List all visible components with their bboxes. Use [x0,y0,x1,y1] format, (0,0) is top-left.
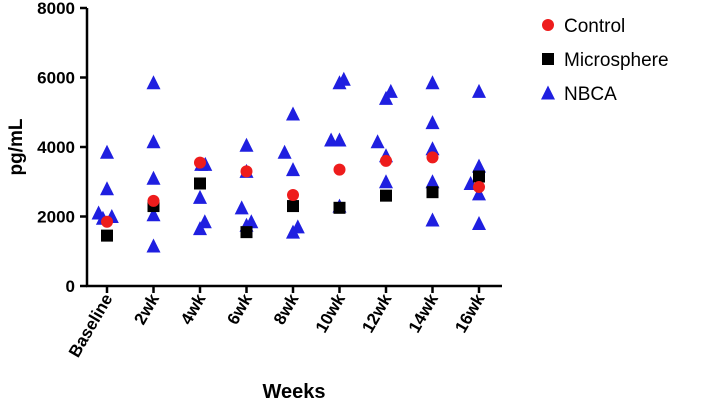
nbca-point [286,224,300,239]
control-point [287,188,299,201]
nbca-point [472,83,486,98]
nbca-point [370,134,385,149]
nbca-point [472,158,486,173]
legend-label-microsphere: Microsphere [564,50,669,71]
control-point [147,194,160,207]
control-point [240,165,253,178]
legend-label-control: Control [564,16,625,37]
x-tick-label: 10wk [312,290,350,336]
nbca-point [193,221,207,236]
x-tick-label: 2wk [130,290,163,328]
nbca-point [146,170,161,185]
y-tick-label: 8000 [37,0,75,18]
x-tick-label: 8wk [270,290,303,328]
x-tick-label: 4wk [177,290,210,328]
nbca-point [146,207,161,222]
nbca-point [379,174,393,189]
y-tick-label: 0 [66,277,75,296]
nbca-point [146,134,161,149]
microsphere-point [380,189,392,202]
legend: Control Microsphere NBCA [541,16,669,105]
nbca-point [100,144,114,159]
y-tick-label: 6000 [37,69,75,88]
nbca-point [336,71,351,86]
microsphere-point [333,201,346,214]
legend-marker-nbca [541,85,555,100]
nbca-point [425,141,440,156]
legend-marker-control [542,19,554,31]
control-point [473,180,485,193]
control-point [380,154,392,167]
legend-label-nbca: NBCA [564,84,617,105]
x-tick-label: 16wk [451,290,489,336]
nbca-point [193,189,207,204]
nbca-point [146,75,161,90]
y-axis-label: pg/mL [6,118,27,175]
y-ticks: 0 2000 4000 6000 8000 [37,0,87,296]
x-tick-label: Baseline [65,291,116,361]
microsphere-point [194,177,206,190]
nbca-point [472,215,486,230]
legend-marker-microsphere [542,53,554,65]
control-point [426,151,439,164]
nbca-point [332,132,347,147]
microsphere-point [426,186,439,199]
nbca-point [425,212,440,227]
microsphere-point [473,170,485,183]
x-tick-label: 6wk [223,290,256,328]
y-tick-label: 2000 [37,208,75,227]
nbca-point [383,83,398,98]
y-tick-label: 4000 [37,138,75,157]
nbca-point [239,137,254,152]
nbca-point [472,186,486,201]
nbca-point [277,144,292,159]
nbca-point [425,75,440,90]
control-point [194,156,206,169]
data-markers [91,71,486,253]
x-axis-label: Weeks [262,381,325,403]
control-point [101,215,113,228]
microsphere-point [101,229,113,242]
nbca-point [100,181,114,196]
microsphere-point [240,226,253,239]
control-point [333,163,346,176]
nbca-point [286,162,300,177]
x-tick-label: 14wk [405,290,443,336]
nbca-point [425,115,440,130]
nbca-point [286,106,300,121]
nbca-point [234,200,249,215]
nbca-point [425,174,440,189]
x-tick-label: 12wk [358,290,396,336]
microsphere-point [287,200,299,213]
nbca-point [146,238,161,253]
x-ticks: Baseline 2wk 4wk 6wk 8wk 10wk 12wk 14wk 16wk [65,286,489,361]
